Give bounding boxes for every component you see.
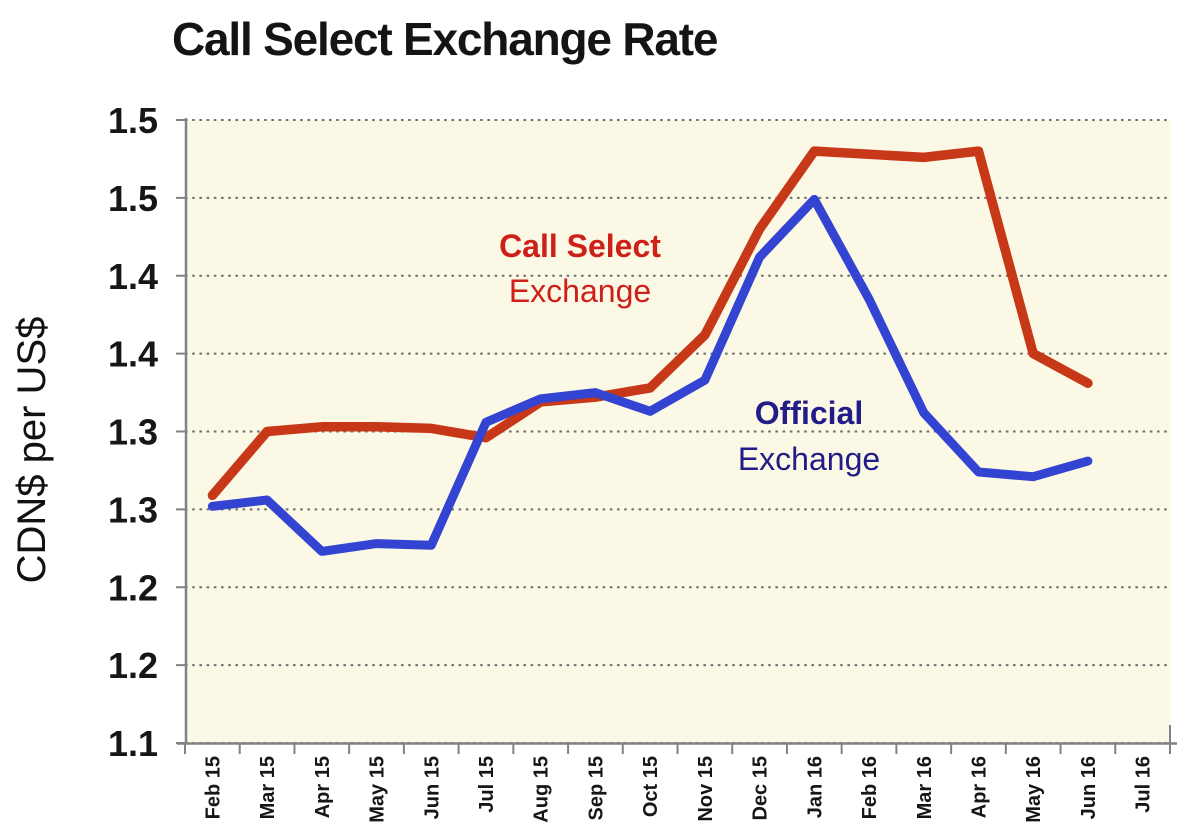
y-tick-label: 1.5 [108,100,158,141]
y-axis-title: CDN$ per US$ [10,316,54,584]
x-tick-label: Nov 15 [695,756,717,822]
x-tick-label: Aug 15 [531,756,553,823]
y-tick-label: 1.1 [108,723,158,764]
x-tick-label: Jul 16 [1133,756,1155,813]
y-tick-label: 1.2 [108,567,158,608]
y-tick-label: 1.4 [108,256,158,297]
series-label-call-select-exchange: Call Select Exchange [499,224,661,314]
chart-title: Call Select Exchange Rate [172,13,718,65]
series-label-official-exchange: Official Exchange [738,390,880,482]
x-tick-label: Jun 15 [421,756,443,819]
x-tick-label: Apr 16 [968,756,990,818]
x-tick-label: Oct 15 [640,756,662,817]
series-label-official-line1: Official [754,395,864,431]
x-tick-label: Mar 15 [257,756,279,819]
series-label-call-select-line2: Exchange [508,273,652,309]
x-tick-label: Feb 15 [202,756,224,819]
series-line-official-exchange [207,194,1093,556]
x-tick-label: Feb 16 [859,756,881,819]
y-tick-label: 1.3 [108,412,158,453]
x-tick-label: Sep 15 [585,756,607,820]
x-tick-label: Jun 16 [1078,756,1100,819]
x-tick-label: Jan 16 [804,756,826,818]
x-tick-label: Mar 16 [914,756,936,819]
x-tick-label: Apr 15 [312,756,334,818]
y-tick-label: 1.3 [108,489,158,530]
x-tick-label: May 15 [367,756,389,823]
series-label-official-line2: Exchange [737,441,881,477]
x-tick-label: Jul 15 [476,756,498,813]
series-line-call-select-exchange [207,146,1093,501]
y-tick-label: 1.2 [108,645,158,686]
y-tick-label: 1.5 [108,178,158,219]
x-tick-label: Dec 15 [750,756,772,821]
y-tick-label: 1.4 [108,334,158,375]
x-tick-label: May 16 [1023,756,1045,823]
series-label-call-select-line1: Call Select [499,228,661,264]
